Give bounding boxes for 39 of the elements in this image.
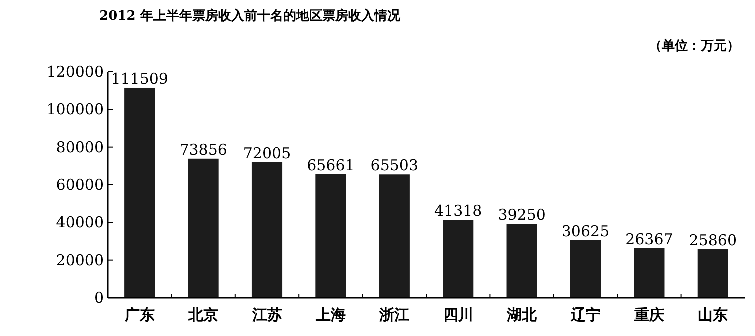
x-tick-label: 辽宁 — [570, 306, 601, 324]
data-label: 26367 — [626, 230, 674, 248]
data-label: 65661 — [307, 156, 355, 174]
data-label: 72005 — [243, 144, 292, 162]
y-tick-label: 0 — [94, 289, 104, 307]
bar — [698, 249, 728, 298]
x-tick-label: 湖北 — [506, 306, 538, 324]
data-label: 41318 — [434, 202, 482, 220]
data-label: 65503 — [370, 156, 419, 175]
x-tick-label: 山东 — [698, 306, 728, 324]
y-tick-label: 60000 — [56, 176, 104, 194]
x-tick-label: 江苏 — [251, 306, 282, 324]
y-tick-label: 40000 — [56, 214, 104, 232]
bar — [379, 174, 410, 298]
bar — [634, 248, 665, 298]
text: （单位：万元） — [649, 38, 740, 54]
x-tick-label: 四川 — [443, 306, 474, 324]
y-tick-label: 80000 — [56, 138, 104, 156]
data-label: 39250 — [498, 206, 546, 224]
x-tick-label: 浙江 — [378, 306, 410, 324]
bar — [124, 88, 156, 298]
y-tick-label: 120000 — [46, 63, 104, 81]
x-tick-label: 重庆 — [633, 306, 664, 324]
bar — [252, 162, 283, 298]
y-tick-label: 20000 — [56, 251, 104, 270]
y-tick-label: 100000 — [46, 100, 104, 119]
bar — [570, 240, 602, 298]
data-label: 25860 — [689, 231, 738, 250]
x-tick-label: 广东 — [124, 306, 155, 324]
x-tick-label: 上海 — [314, 306, 346, 324]
bar — [443, 220, 474, 298]
chart-title: 2012 年上半年票房收入前十名的地区票房收入情况 — [100, 8, 402, 24]
bar — [316, 174, 346, 298]
bar — [188, 158, 219, 298]
bar — [506, 224, 538, 298]
data-label: 111509 — [111, 70, 168, 88]
data-label: 73856 — [180, 140, 228, 159]
x-tick-label: 北京 — [188, 306, 219, 324]
data-label: 30625 — [562, 222, 610, 240]
